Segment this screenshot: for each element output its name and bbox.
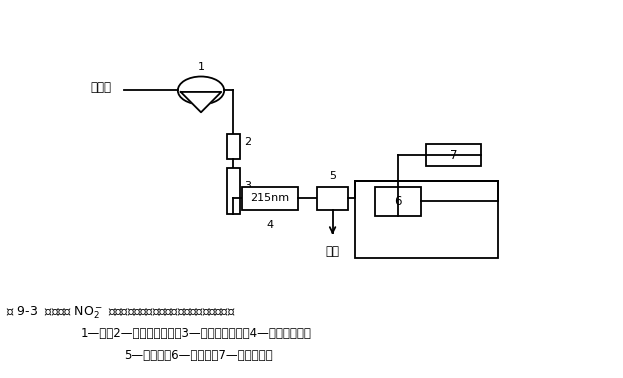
- Bar: [227, 167, 240, 214]
- Polygon shape: [181, 92, 221, 112]
- Text: 2: 2: [244, 136, 251, 147]
- Text: 4: 4: [266, 220, 273, 230]
- Text: 5—抑制器；6—电导池；7—电导检测器: 5—抑制器；6—电导池；7—电导检测器: [125, 349, 273, 361]
- Text: 淋洗液: 淋洗液: [90, 81, 111, 94]
- Text: 215nm: 215nm: [250, 193, 289, 203]
- Text: 6: 6: [394, 195, 401, 208]
- Text: 5: 5: [329, 171, 336, 181]
- Text: 7: 7: [450, 149, 457, 162]
- Bar: [375, 186, 421, 215]
- Text: 废液: 废液: [326, 245, 340, 258]
- Text: 1: 1: [197, 62, 204, 72]
- Text: 1—泵；2—阴离子保护柱；3—阴离子分离柱；4—紫外检测器；: 1—泵；2—阴离子保护柱；3—阴离子分离柱；4—紫外检测器；: [81, 327, 312, 340]
- Bar: [242, 186, 298, 210]
- Text: 图 9-3  同时检测 NO$_2^-$ 和其他阴离子时电导和紫外两种检测器的联接: 图 9-3 同时检测 NO$_2^-$ 和其他阴离子时电导和紫外两种检测器的联接: [6, 304, 235, 321]
- Bar: [227, 134, 240, 159]
- Bar: [317, 186, 348, 210]
- Bar: [356, 181, 498, 258]
- Bar: [426, 144, 481, 166]
- Text: 3: 3: [244, 181, 251, 191]
